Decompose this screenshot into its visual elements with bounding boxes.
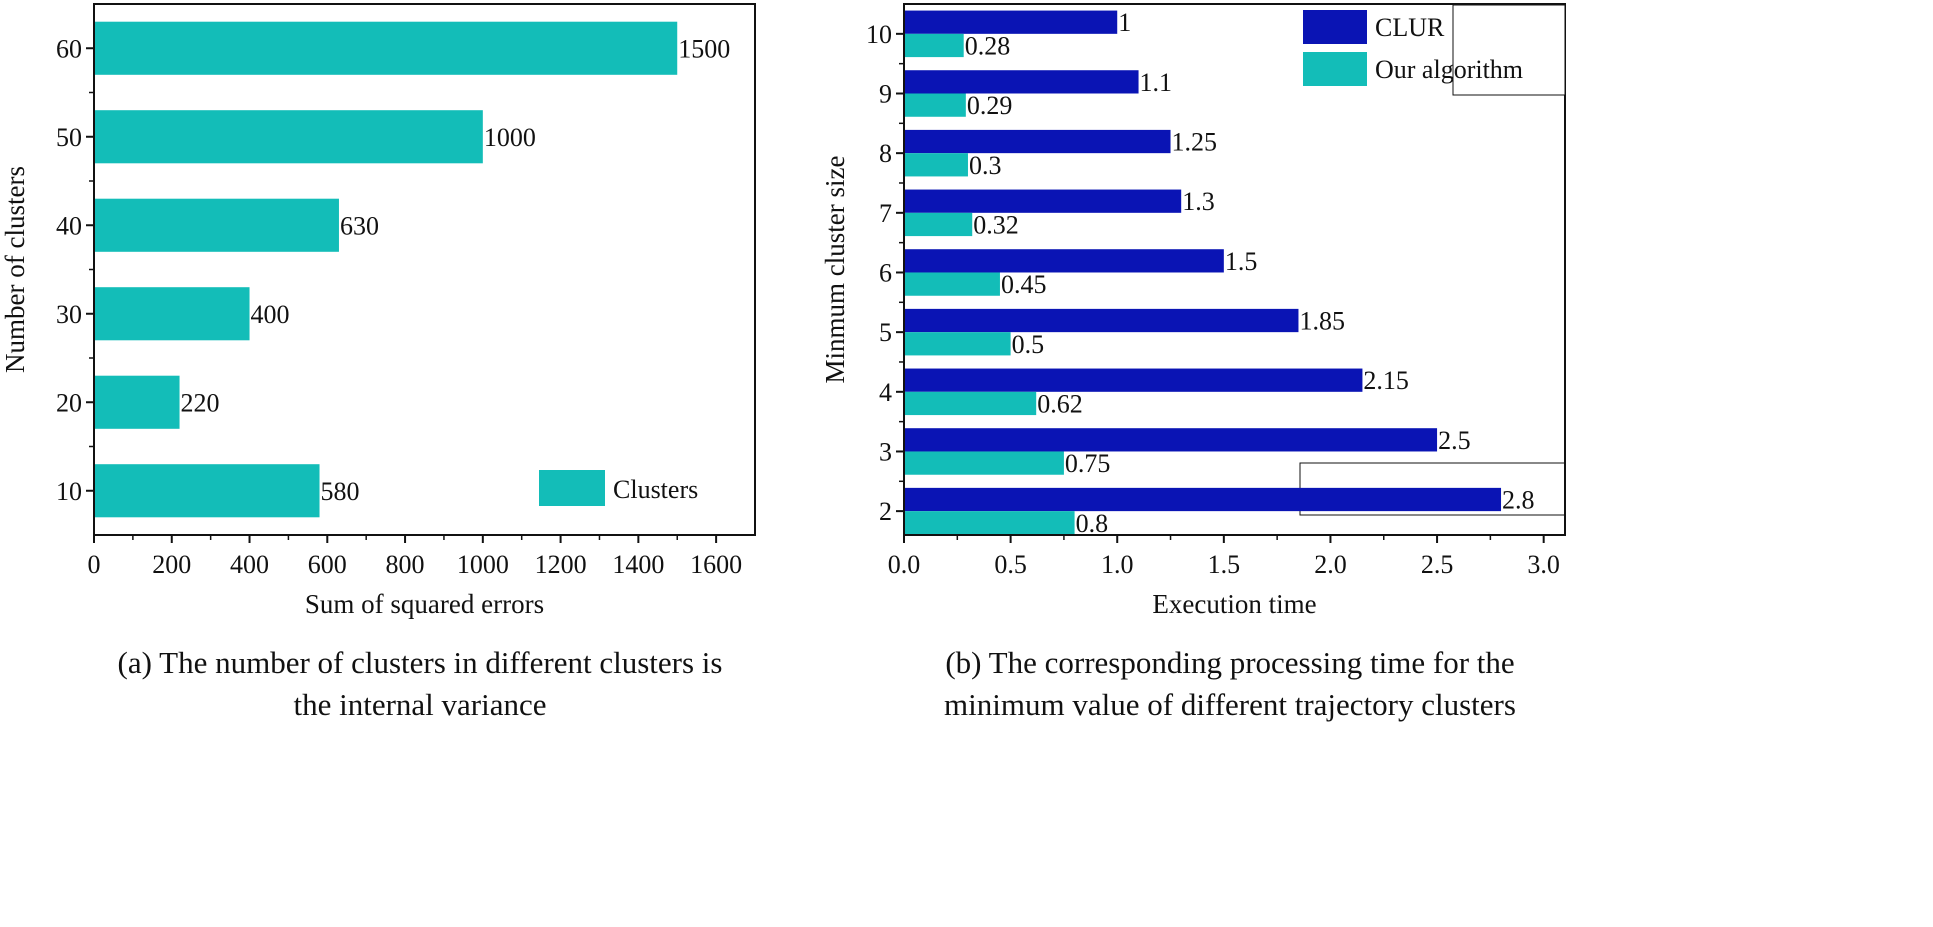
- caption-b-line2: minimum value of different trajectory cl…: [944, 687, 1516, 722]
- plot-frame: [903, 3, 1566, 536]
- bar-50: [94, 110, 483, 164]
- data-label: 1500: [678, 34, 730, 63]
- data-label: 0.3: [969, 151, 1002, 180]
- data-label: 630: [340, 211, 379, 240]
- caption-a: (a) The number of clusters in different …: [0, 642, 870, 726]
- caption-a-line1: (a) The number of clusters in different …: [117, 645, 723, 680]
- data-label: 0.75: [1065, 449, 1111, 478]
- bar-clur-6: [904, 249, 1224, 273]
- bar-ours-10: [904, 33, 964, 58]
- y-tick-label: 60: [56, 34, 82, 63]
- data-label: 1: [1118, 8, 1131, 37]
- data-label: 2.5: [1438, 426, 1471, 455]
- data-label: 0.45: [1001, 270, 1047, 299]
- data-label: 1.25: [1172, 128, 1218, 157]
- data-label: 2.8: [1502, 486, 1535, 515]
- data-label: 2.15: [1363, 366, 1409, 395]
- bar-ours-9: [904, 93, 966, 117]
- bar-ours-8: [904, 153, 968, 177]
- bar-clur-8: [904, 129, 1171, 154]
- data-label: 580: [321, 477, 360, 506]
- y-tick-label: 7: [879, 199, 892, 228]
- x-tick-label: 1200: [535, 550, 587, 579]
- bar-clur-3: [904, 428, 1438, 452]
- bar-ours-2: [904, 511, 1075, 535]
- data-label: 220: [181, 388, 220, 417]
- x-tick-label: 2.0: [1314, 550, 1347, 579]
- data-label: 1.1: [1140, 68, 1173, 97]
- data-label: 0.32: [973, 210, 1019, 239]
- y-tick-label: 2: [879, 497, 892, 526]
- x-tick-label: 400: [230, 550, 269, 579]
- data-label: 1000: [484, 123, 536, 152]
- y-tick-label: 5: [879, 318, 892, 347]
- x-tick-label: 1400: [612, 550, 664, 579]
- bar-ours-3: [904, 451, 1064, 475]
- legend-swatch-clusters: [539, 470, 605, 506]
- data-label: 1.3: [1182, 187, 1215, 216]
- bar-10: [94, 464, 320, 518]
- y-tick-label: 3: [879, 437, 892, 466]
- data-label: 0.8: [1076, 509, 1109, 538]
- y-axis-label: Minmum cluster size: [820, 156, 850, 384]
- y-tick-label: 10: [56, 477, 82, 506]
- legend-label-clusters: Clusters: [613, 475, 698, 504]
- bar-20: [94, 375, 180, 429]
- bar-clur-2: [904, 487, 1502, 512]
- data-label: 0.62: [1037, 389, 1083, 418]
- x-tick-label: 0: [88, 550, 101, 579]
- legend-swatch-clur: [1303, 10, 1367, 44]
- x-axis-label: Sum of squared errors: [305, 589, 544, 619]
- y-tick-label: 9: [879, 79, 892, 108]
- caption-a-line2: the internal variance: [293, 687, 547, 722]
- x-tick-label: 0.5: [994, 550, 1027, 579]
- y-tick-label: 50: [56, 123, 82, 152]
- bar-clur-10: [904, 10, 1118, 34]
- legend-label-ours: Our algorithm: [1375, 55, 1523, 84]
- x-tick-label: 1.5: [1208, 550, 1241, 579]
- legend-box: [1452, 4, 1566, 96]
- x-tick-label: 600: [308, 550, 347, 579]
- caption-b-line1: (b) The corresponding processing time fo…: [945, 645, 1515, 680]
- bar-ours-6: [904, 272, 1000, 296]
- x-axis-label: Execution time: [1152, 589, 1316, 619]
- legend-label-clur: CLUR: [1375, 13, 1445, 42]
- x-tick-label: 1000: [457, 550, 509, 579]
- y-tick-label: 10: [866, 20, 892, 49]
- y-tick-label: 4: [879, 378, 892, 407]
- y-tick-label: 40: [56, 211, 82, 240]
- y-tick-label: 6: [879, 258, 892, 287]
- data-label: 0.29: [967, 91, 1013, 120]
- legend-swatch-ours: [1303, 52, 1367, 86]
- data-label: 1.85: [1299, 307, 1345, 336]
- bar-60: [94, 21, 678, 75]
- x-tick-label: 0.0: [888, 550, 921, 579]
- bar-clur-9: [904, 70, 1139, 94]
- bar-clur-5: [904, 308, 1299, 333]
- x-tick-label: 3.0: [1527, 550, 1560, 579]
- y-tick-label: 20: [56, 388, 82, 417]
- bar-30: [94, 287, 250, 341]
- bar-40: [94, 198, 339, 252]
- data-label: 400: [251, 300, 290, 329]
- bar-ours-5: [904, 332, 1011, 356]
- bar-ours-7: [904, 212, 973, 237]
- x-tick-label: 200: [152, 550, 191, 579]
- y-tick-label: 30: [56, 300, 82, 329]
- x-tick-label: 2.5: [1421, 550, 1454, 579]
- bar-clur-4: [904, 368, 1363, 392]
- x-tick-label: 1.0: [1101, 550, 1134, 579]
- caption-b: (b) The corresponding processing time fo…: [780, 642, 1680, 726]
- plot-frame: [93, 3, 756, 536]
- y-tick-label: 8: [879, 139, 892, 168]
- bar-clur-7: [904, 189, 1182, 213]
- data-label: 1.5: [1225, 247, 1258, 276]
- x-tick-label: 1600: [690, 550, 742, 579]
- x-tick-label: 800: [386, 550, 425, 579]
- data-label: 0.5: [1012, 330, 1045, 359]
- y-axis-label: Number of clusters: [0, 166, 30, 373]
- data-label: 0.28: [965, 31, 1011, 60]
- bar-ours-4: [904, 391, 1037, 416]
